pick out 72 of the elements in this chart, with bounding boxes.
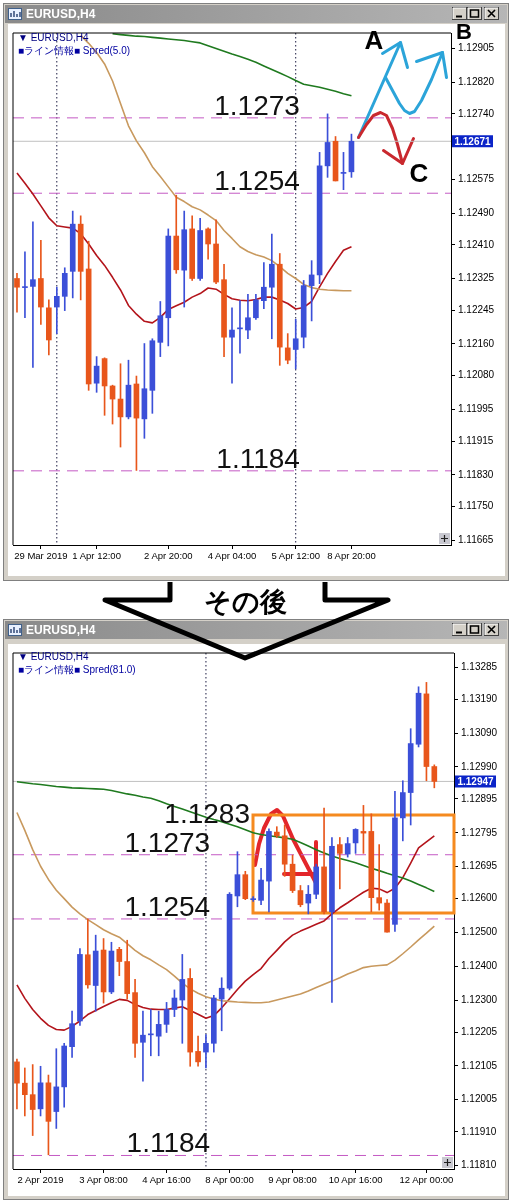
annotation: ▼ EURUSD,H4	[18, 650, 89, 662]
y-tick-label: 1.11830	[458, 468, 494, 480]
y-tick-label: 1.12410	[458, 238, 495, 250]
x-tick-label: 4 Apr 16:00	[142, 1174, 191, 1186]
y-tick-label: 1.12005	[461, 1093, 498, 1105]
candlestick	[336, 837, 343, 890]
y-tick-label: 1.12245	[458, 303, 495, 315]
x-tick-label: 29 Mar 2019	[14, 550, 68, 562]
y-tick-label: 1.12325	[458, 272, 495, 284]
y-tick-label: 1.12895	[461, 792, 498, 804]
y-tick-label: 1.12400	[461, 960, 498, 971]
x-tick-label: 8 Apr 20:00	[327, 550, 376, 562]
x-tick-label: 10 Apr 16:00	[328, 1174, 383, 1186]
y-tick-label: 1.11665	[458, 533, 494, 545]
y-tick-label: 1.13285	[461, 660, 498, 672]
y-tick-label: 1.12820	[458, 75, 495, 87]
y-tick-label: 1.12795	[461, 826, 498, 838]
y-tick-label: 1.11995	[458, 403, 494, 415]
candlestick	[229, 307, 235, 384]
ref-line-label: 1.12947	[457, 775, 495, 787]
y-tick-label: 1.12300	[461, 993, 498, 1005]
chart-title: EURUSD,H4	[26, 6, 96, 22]
x-tick-label: 3 Apr 08:00	[79, 1174, 128, 1186]
text: その後	[203, 587, 287, 618]
y-tick-label: 1.12695	[461, 860, 498, 872]
candlestick	[14, 273, 20, 313]
ref-line-label: 1.1254	[124, 890, 211, 922]
candlestick	[140, 1010, 146, 1082]
annotation: A	[364, 25, 384, 56]
x-tick-label: 8 Apr 00:00	[205, 1174, 254, 1186]
annotation: ■ライン情報■ Spred(81.0)	[18, 663, 136, 675]
ref-line-label: 1.1184	[216, 442, 300, 474]
candlestick	[292, 319, 299, 370]
annotation: C	[409, 158, 429, 189]
y-tick-label: 1.12105	[461, 1059, 498, 1071]
y-tick-label: 1.12080	[458, 369, 495, 381]
y-tick-label: 1.11910	[461, 1125, 497, 1137]
chart-title: EURUSD,H4	[26, 622, 96, 638]
x-tick-label: 2 Apr 2019	[17, 1174, 64, 1186]
candlestick	[179, 954, 186, 1044]
ref-line-label: 1.1184	[126, 1127, 211, 1159]
y-tick-label: 1.13190	[461, 693, 498, 705]
candlestick	[268, 233, 275, 340]
y-tick-label: 1.11915	[458, 434, 494, 446]
candlestick	[30, 221, 36, 368]
x-tick-label: 5 Apr 12:00	[271, 550, 321, 562]
ref-line-label: 1.12671	[454, 135, 492, 147]
ref-line-label: 1.1254	[214, 165, 300, 197]
x-tick-label: 1 Apr 12:00	[72, 550, 121, 562]
candlestick	[218, 977, 225, 1032]
y-tick-label: 1.12500	[461, 926, 498, 938]
y-tick-label: 1.12575	[458, 173, 495, 185]
ref-line-label: 1.1273	[124, 826, 211, 858]
x-tick-label: 9 Apr 08:00	[268, 1174, 317, 1186]
y-tick-label: 1.11750	[458, 500, 494, 512]
y-tick-label: 1.11810	[461, 1159, 497, 1171]
y-tick-label: 1.12740	[458, 107, 495, 119]
y-tick-label: 1.13090	[461, 726, 498, 738]
y-tick-label: 1.12205	[461, 1025, 498, 1037]
candlestick	[29, 1064, 36, 1136]
y-tick-label: 1.12490	[458, 206, 495, 218]
y-tick-label: 1.12160	[458, 337, 495, 349]
candlestick	[53, 286, 60, 334]
y-tick-label: 1.12905	[458, 42, 495, 54]
y-tick-label: 1.12600	[461, 892, 498, 904]
candlestick	[376, 844, 383, 911]
candlestick	[22, 251, 28, 319]
x-tick-label: 2 Apr 20:00	[143, 550, 193, 562]
x-tick-label: 4 Apr 04:00	[207, 550, 257, 562]
y-tick-label: 1.12990	[461, 760, 498, 772]
x-tick-label: 12 Apr 00:00	[399, 1174, 454, 1186]
ref-line-label: 1.1273	[214, 89, 300, 121]
